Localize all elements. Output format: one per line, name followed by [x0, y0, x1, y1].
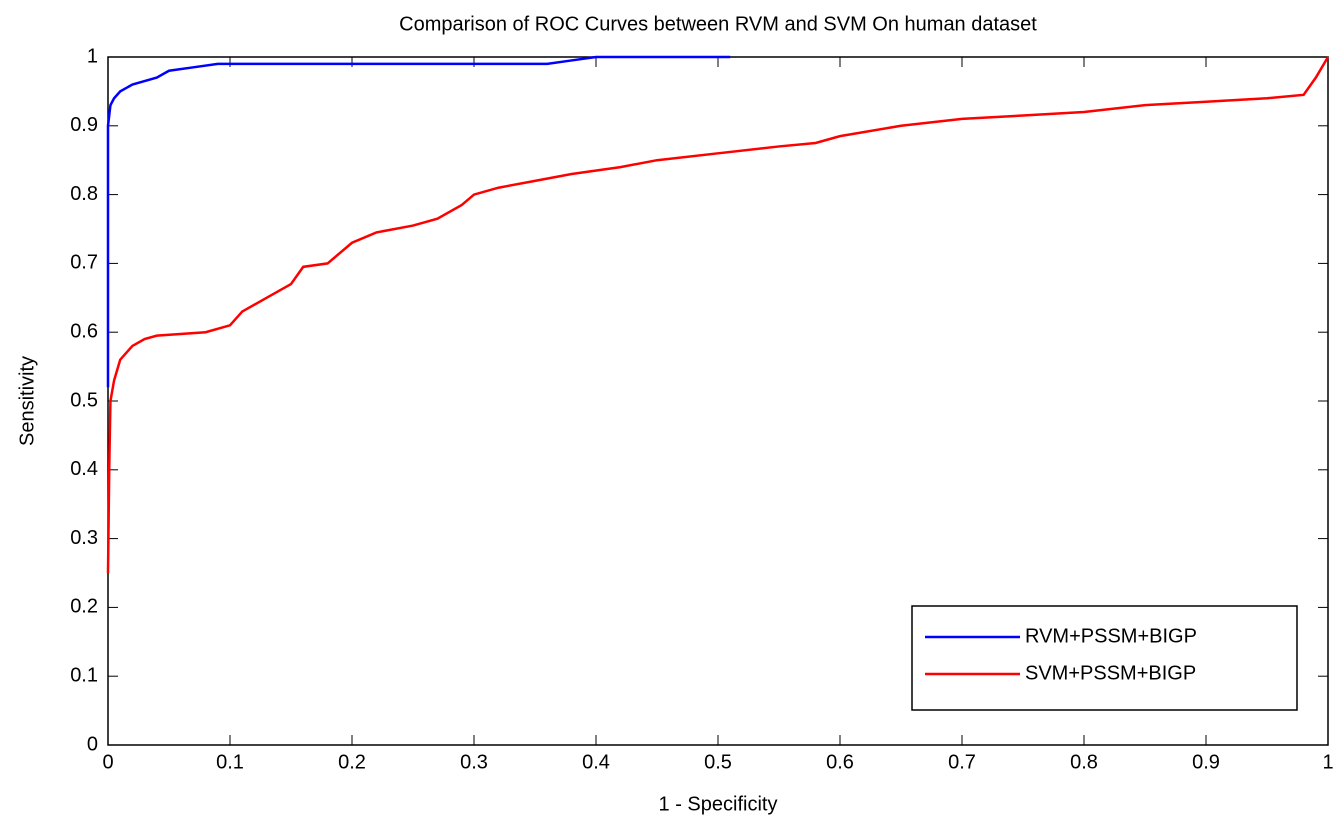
x-tick-label: 1 — [1322, 751, 1333, 773]
legend-label: SVM+PSSM+BIGP — [1025, 662, 1196, 684]
legend-label: RVM+PSSM+BIGP — [1025, 625, 1197, 647]
y-tick-label: 0.5 — [70, 389, 98, 411]
y-tick-label: 0.1 — [70, 664, 98, 686]
x-tick-label: 0.4 — [582, 751, 610, 773]
x-tick-label: 0.9 — [1192, 751, 1220, 773]
x-tick-label: 0.8 — [1070, 751, 1098, 773]
y-tick-label: 1 — [87, 45, 98, 67]
y-axis-label: Sensitivity — [16, 356, 38, 446]
x-tick-label: 0.5 — [704, 751, 732, 773]
y-tick-label: 0.4 — [70, 458, 98, 480]
y-tick-label: 0.8 — [70, 183, 98, 205]
x-tick-label: 0.7 — [948, 751, 976, 773]
y-tick-label: 0.7 — [70, 252, 98, 274]
roc-curve — [106, 55, 731, 388]
x-tick-label: 0.2 — [338, 751, 366, 773]
y-tick-label: 0.3 — [70, 527, 98, 549]
x-tick-label: 0.6 — [826, 751, 854, 773]
chart-title: Comparison of ROC Curves between RVM and… — [399, 13, 1037, 35]
y-tick-label: 0.9 — [70, 114, 98, 136]
x-axis-label: 1 - Specificity — [659, 793, 778, 815]
y-tick-label: 0.2 — [70, 596, 98, 618]
roc-curve — [106, 56, 1330, 574]
x-tick-label: 0 — [102, 751, 113, 773]
x-tick-label: 0.3 — [460, 751, 488, 773]
y-tick-label: 0 — [87, 733, 98, 755]
y-tick-label: 0.6 — [70, 320, 98, 342]
x-tick-label: 0.1 — [216, 751, 244, 773]
legend-box — [911, 605, 1298, 711]
